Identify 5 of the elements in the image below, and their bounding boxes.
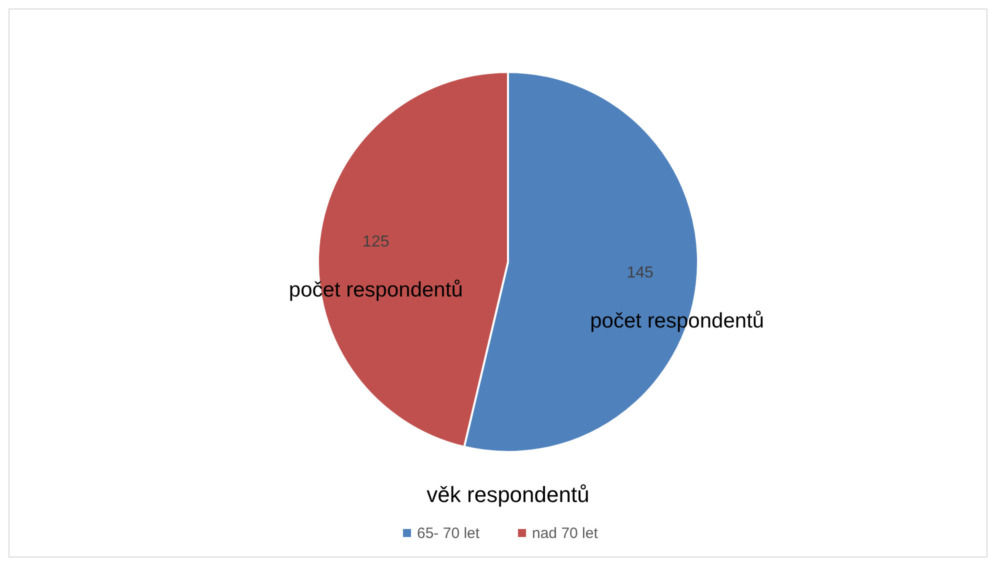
data-label: 145 [626, 264, 654, 282]
data-label: 125 [362, 234, 390, 251]
text: věk respondentů [426, 482, 590, 507]
legend-label: 65- 70 let [417, 525, 480, 542]
legend-label: nad 70 let [532, 525, 599, 542]
